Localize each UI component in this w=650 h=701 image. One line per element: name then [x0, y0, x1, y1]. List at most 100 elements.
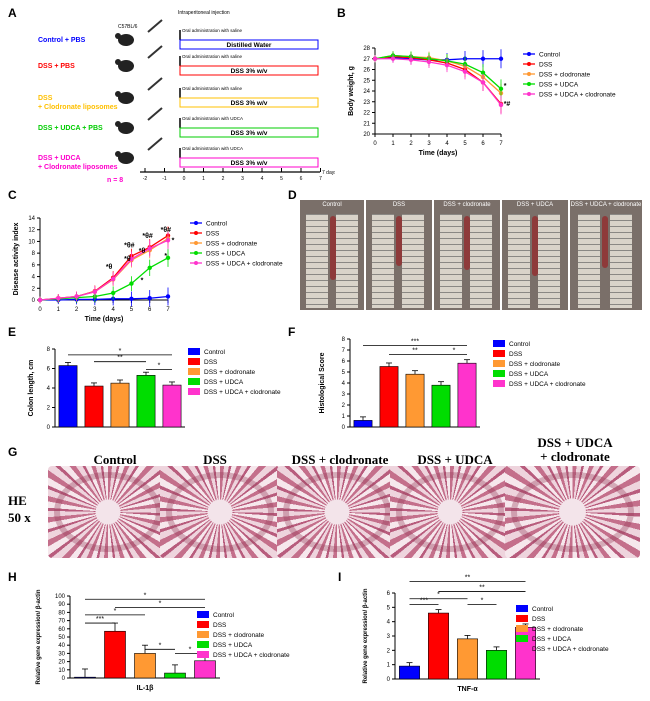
series-line-0 [40, 295, 169, 301]
y-tick-label: 20 [363, 132, 370, 138]
y-tick-label: 6 [342, 359, 346, 365]
legend-swatch [197, 611, 209, 618]
injection-label: Intraperitoneal injection [178, 10, 230, 16]
legend-label-3: DSS + UDCA [206, 251, 246, 258]
timeline-tick-label: 2 [222, 176, 225, 182]
y-tick-label: 60 [58, 627, 65, 633]
y-tick-label: 4 [387, 620, 391, 626]
data-point [165, 238, 171, 243]
legend-label-0: Control [204, 349, 226, 356]
colon-photos: Control DSS DSS + clodronate DSS + UDCA … [300, 0, 645, 320]
tnfa-expression-chart: 0 1 2 3 4 5 6 Relative gene expression/ β-actin… [363, 575, 609, 693]
magnification-label: 50 x [8, 510, 31, 525]
significance-mark: *** [411, 339, 419, 346]
bar-1 [379, 366, 399, 428]
data-point [426, 59, 432, 65]
legend-label-3: DSS + UDCA [204, 379, 244, 386]
legend-label-2: DSS + clodronate [206, 241, 258, 248]
data-point [462, 69, 468, 74]
group-box-label-3: DSS 3% w/v [231, 130, 268, 137]
x-tick-label: 6 [481, 141, 485, 147]
significance-mark: * [114, 608, 117, 615]
significance-mark: * [158, 362, 161, 369]
legend-label-1: DSS [206, 231, 220, 238]
n-label: n = 8 [107, 177, 123, 184]
legend-label-1: DSS [213, 622, 227, 629]
significance-mark: * [159, 600, 162, 607]
data-point [110, 276, 116, 282]
syringe-icon [147, 77, 163, 91]
data-point [372, 56, 378, 61]
legend-marker [194, 241, 198, 245]
panel-label-f: F [288, 325, 296, 339]
x-tick-label: 5 [130, 307, 134, 313]
series-line-3 [374, 54, 502, 90]
y-tick-label: 6 [32, 263, 36, 269]
significance-mark: *** [420, 597, 428, 604]
series-line-4 [39, 239, 169, 301]
legend-marker [527, 82, 531, 86]
series-line-4 [375, 58, 502, 106]
legend-label-3: DSS + UDCA [532, 636, 572, 643]
y-tick-label: 4 [47, 386, 51, 392]
data-point [498, 56, 504, 61]
panel-label-i: I [338, 570, 342, 584]
histo-title-clodronate: DSS + clodronate [291, 452, 389, 467]
legend-swatch [188, 388, 200, 395]
colon-photo-udca-clodronate: DSS + UDCA + clodronate [570, 200, 642, 310]
y-tick-label: 4 [342, 381, 346, 387]
y-tick-label: 28 [363, 46, 370, 52]
y-tick-label: 2 [47, 406, 51, 412]
significance-mark: *# [504, 101, 511, 108]
colon-label-control: Control [322, 202, 342, 208]
mouse-icon [118, 34, 134, 46]
group-label-4: DSS + UDCA [38, 155, 81, 162]
group-label-0: Control + PBS [38, 37, 86, 44]
legend-marker [527, 72, 531, 76]
histo-title-udca: DSS + UDCA [417, 452, 493, 467]
x-axis-label: TNF-α [457, 686, 478, 693]
panel-label-c: C [8, 188, 17, 202]
histo-image-udca [390, 466, 510, 558]
y-tick-label: 70 [58, 619, 65, 625]
bar-3 [164, 672, 186, 679]
panel-label-h: H [8, 570, 17, 584]
legend-label-2: DSS + clodronate [204, 369, 256, 376]
y-tick-label: 10 [28, 239, 35, 245]
group-label-2: DSS [38, 95, 53, 102]
histo-title-dss: DSS [203, 452, 227, 467]
y-tick-label: 14 [28, 216, 35, 222]
timeline-tick-label: 0 [183, 176, 186, 182]
y-tick-label: 100 [55, 594, 66, 600]
data-point [147, 265, 152, 270]
bar-0 [58, 365, 78, 428]
y-tick-label: 0 [387, 677, 391, 683]
admin-label-0: Oral administration with saline [182, 28, 243, 33]
legend-swatch [188, 348, 200, 355]
y-tick-label: 24 [363, 89, 370, 95]
experimental-design: C57BL/6 Intraperitoneal injection Control … [38, 10, 335, 184]
y-tick-label: 10 [58, 668, 65, 674]
y-tick-label: 40 [58, 643, 65, 649]
legend-marker [194, 251, 198, 255]
legend-label-0: Control [509, 341, 531, 348]
panel-label-b: B [337, 6, 346, 20]
admin-label-4: Oral administration with UDCA [182, 146, 243, 151]
data-point [37, 297, 43, 303]
legend-label-1: DSS [539, 62, 553, 69]
timeline-tick-label: 6 [300, 176, 303, 182]
legend-label-2: DSS + clodronate [532, 626, 584, 633]
syringe-icon [147, 107, 163, 121]
legend-swatch [516, 605, 528, 612]
legend-swatch [493, 360, 505, 367]
admin-label-2: Oral administration with saline [182, 86, 243, 91]
data-point [480, 56, 486, 61]
data-point [129, 256, 134, 262]
significance-mark: *θ# [161, 227, 172, 234]
data-point [92, 289, 98, 294]
bar-3 [431, 384, 451, 428]
legend-swatch [197, 641, 209, 648]
mouse-head-icon [115, 91, 121, 97]
y-axis-label: Colon length, cm [28, 360, 35, 417]
